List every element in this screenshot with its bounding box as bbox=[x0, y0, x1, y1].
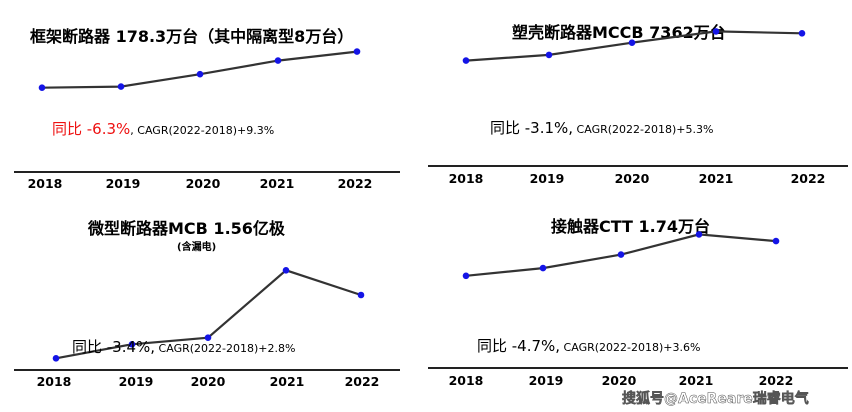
panel3-point-2018 bbox=[52, 355, 60, 362]
panel4-x-tick-label: 2018 bbox=[449, 373, 484, 388]
panel2-x-tick-label: 2018 bbox=[449, 171, 484, 186]
panel2-yoy: 同比 -3.1%, CAGR(2022-2018)+5.3% bbox=[490, 119, 713, 137]
panel1-point-2019 bbox=[117, 83, 125, 90]
panel2-point-2018 bbox=[462, 57, 470, 64]
panel4-yoy-value: 同比 -4.7%, bbox=[477, 337, 560, 355]
panel4-x-tick-label: 2020 bbox=[602, 373, 637, 388]
panel1-x-tick-label: 2019 bbox=[106, 176, 141, 191]
panel2-point-2019 bbox=[545, 51, 553, 59]
panel3-cagr: CAGR(2022-2018)+2.8% bbox=[155, 342, 295, 355]
panel4-point-2019 bbox=[539, 264, 547, 272]
panel3-point-2020 bbox=[204, 334, 212, 342]
panel-contactor: 接触器CTT 1.74万台 同比 -4.7%, CAGR(2022-2018)+… bbox=[428, 217, 848, 388]
panel1-series-line bbox=[41, 50, 358, 89]
panel2-point-2021 bbox=[712, 28, 720, 35]
panel1-point-2022 bbox=[353, 48, 361, 55]
panel1-point-2020 bbox=[196, 70, 204, 78]
panel3-point-2019 bbox=[128, 341, 136, 348]
panel3-point-2021 bbox=[282, 267, 290, 274]
panel1-yoy-value: 同比 -6.3% bbox=[52, 120, 130, 138]
panel2-yoy-value: 同比 -3.1%, bbox=[490, 119, 573, 137]
panel1-point-2021 bbox=[274, 57, 282, 64]
panel3-x-tick-label: 2022 bbox=[345, 374, 380, 389]
panel3-yoy: 同比 -3.4%, CAGR(2022-2018)+2.8% bbox=[72, 338, 295, 356]
panel2-x-tick-label: 2019 bbox=[530, 171, 565, 186]
panel4-point-2020 bbox=[617, 251, 625, 258]
panel4-point-2018 bbox=[462, 272, 470, 280]
panel3-title: 微型断路器MCB 1.56亿极 bbox=[87, 219, 286, 238]
panel2-title: 塑壳断路器MCCB 7362万台 bbox=[512, 23, 726, 42]
panel1-x-tick-label: 2021 bbox=[260, 176, 295, 191]
panel4-point-2022 bbox=[772, 237, 780, 245]
panel4-point-2021 bbox=[695, 231, 703, 238]
panel3-x-tick-label: 2020 bbox=[191, 374, 226, 389]
panel3-yoy-value: 同比 -3.4%, bbox=[72, 338, 155, 356]
panel2-x-tick-label: 2020 bbox=[615, 171, 650, 186]
panel4-x-tick-label: 2022 bbox=[759, 373, 794, 388]
panel-mcb: 微型断路器MCB 1.56亿极 (含漏电) 同比 -3.4%, CAGR(202… bbox=[14, 219, 400, 389]
panel2-x-tick-label: 2022 bbox=[791, 171, 826, 186]
panel4-x-tick-label: 2019 bbox=[529, 373, 564, 388]
panel2-x-tick-label: 2021 bbox=[699, 171, 734, 186]
panel2-point-2020 bbox=[628, 39, 636, 46]
panel2-cagr: CAGR(2022-2018)+5.3% bbox=[573, 123, 713, 136]
panel1-x-tick-label: 2018 bbox=[28, 176, 63, 191]
panel1-x-tick-label: 2022 bbox=[338, 176, 373, 191]
panel4-x-tick-label: 2021 bbox=[679, 373, 714, 388]
panel1-x-tick-label: 2020 bbox=[186, 176, 221, 191]
panel1-title: 框架断路器 178.3万台（其中隔离型8万台） bbox=[30, 27, 353, 46]
panel1-point-2018 bbox=[38, 84, 46, 91]
panel3-subtitle: (含漏电) bbox=[177, 240, 216, 253]
panel4-yoy: 同比 -4.7%, CAGR(2022-2018)+3.6% bbox=[477, 337, 700, 355]
panel3-x-tick-label: 2021 bbox=[270, 374, 305, 389]
watermark: 搜狐号@AceReare瑞睿电气 bbox=[622, 390, 809, 407]
panel1-yoy: 同比 -6.3%, CAGR(2022-2018)+9.3% bbox=[52, 120, 274, 138]
panel3-x-tick-label: 2019 bbox=[119, 374, 154, 389]
panel-mccb: 塑壳断路器MCCB 7362万台 同比 -3.1%, CAGR(2022-201… bbox=[428, 23, 848, 186]
panel2-point-2022 bbox=[798, 30, 806, 37]
panel3-point-2022 bbox=[357, 291, 365, 299]
panel3-x-tick-label: 2018 bbox=[37, 374, 72, 389]
panel4-cagr: CAGR(2022-2018)+3.6% bbox=[560, 341, 700, 354]
panel-frame-circuit-breaker: 框架断路器 178.3万台（其中隔离型8万台） 同比 -6.3%, CAGR(2… bbox=[14, 27, 400, 191]
panel4-title: 接触器CTT 1.74万台 bbox=[551, 217, 710, 236]
panel1-cagr: , CAGR(2022-2018)+9.3% bbox=[130, 124, 274, 137]
